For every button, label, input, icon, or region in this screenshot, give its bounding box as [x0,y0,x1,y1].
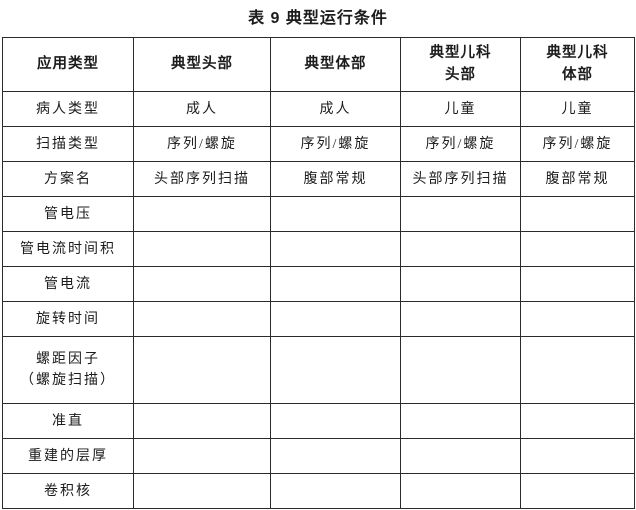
value-cell [400,301,521,337]
value-cell: 序列/螺旋 [270,126,401,162]
value-cell [270,196,401,232]
table-title: 表 9 典型运行条件 [248,10,388,27]
value-cell [400,403,521,439]
table-row-pitch-factor: 螺距因子 （螺旋扫描） [2,336,635,404]
typical-operating-conditions-table: 应用类型 典型头部 典型体部 典型儿科 头部 典型儿科 体部 病人类型 成人 成… [2,37,635,509]
value-cell [400,438,521,474]
value-cell [400,266,521,302]
row-label: 管电压 [2,196,134,232]
value-cell [520,438,635,474]
value-cell [520,196,635,232]
row-label: 准直 [2,403,134,439]
value-cell [133,403,271,439]
value-cell [270,266,401,302]
value-cell: 头部序列扫描 [400,161,521,197]
value-cell: 儿童 [520,91,635,127]
row-label: 方案名 [2,161,134,197]
value-cell [270,231,401,267]
value-cell: 成人 [133,91,271,127]
row-label: 卷积核 [2,473,134,509]
table-row-convolution-kernel: 卷积核 [2,473,635,509]
value-cell: 腹部常规 [270,161,401,197]
value-cell: 序列/螺旋 [400,126,521,162]
header-cell-application-type: 应用类型 [2,37,134,92]
value-cell: 序列/螺旋 [133,126,271,162]
row-label: 管电流 [2,266,134,302]
table-row-tube-voltage: 管电压 [2,196,635,232]
header-cell-typical-pediatric-body: 典型儿科 体部 [520,37,635,92]
table-row-tube-current-time-product: 管电流时间积 [2,231,635,267]
value-cell: 头部序列扫描 [133,161,271,197]
row-label: 病人类型 [2,91,134,127]
table-row-scan-type: 扫描类型 序列/螺旋 序列/螺旋 序列/螺旋 序列/螺旋 [2,126,635,162]
value-cell [133,266,271,302]
table-row-patient-type: 病人类型 成人 成人 儿童 儿童 [2,91,635,127]
value-cell [400,196,521,232]
header-cell-typical-head: 典型头部 [133,37,271,92]
value-cell [520,403,635,439]
value-cell [520,336,635,404]
value-cell [133,196,271,232]
value-cell [270,438,401,474]
value-cell [400,231,521,267]
value-cell [270,301,401,337]
value-cell [133,473,271,509]
row-label: 螺距因子 （螺旋扫描） [2,336,134,404]
value-cell [270,403,401,439]
value-cell [133,336,271,404]
table-row-rotation-time: 旋转时间 [2,301,635,337]
value-cell: 成人 [270,91,401,127]
table-row-collimation: 准直 [2,403,635,439]
row-label: 旋转时间 [2,301,134,337]
row-label: 扫描类型 [2,126,134,162]
value-cell [520,266,635,302]
value-cell [270,473,401,509]
header-cell-typical-body: 典型体部 [270,37,401,92]
value-cell [133,231,271,267]
value-cell: 腹部常规 [520,161,635,197]
value-cell [520,231,635,267]
value-cell [400,473,521,509]
value-cell: 儿童 [400,91,521,127]
row-label: 管电流时间积 [2,231,134,267]
header-row: 应用类型 典型头部 典型体部 典型儿科 头部 典型儿科 体部 [2,37,635,92]
value-cell [133,438,271,474]
value-cell [520,473,635,509]
table-row-tube-current: 管电流 [2,266,635,302]
row-label: 重建的层厚 [2,438,134,474]
value-cell [133,301,271,337]
value-cell [400,336,521,404]
table-row-protocol-name: 方案名 头部序列扫描 腹部常规 头部序列扫描 腹部常规 [2,161,635,197]
value-cell [520,301,635,337]
header-cell-typical-pediatric-head: 典型儿科 头部 [400,37,521,92]
value-cell: 序列/螺旋 [520,126,635,162]
value-cell [270,336,401,404]
table-row-reconstructed-slice-thickness: 重建的层厚 [2,438,635,474]
